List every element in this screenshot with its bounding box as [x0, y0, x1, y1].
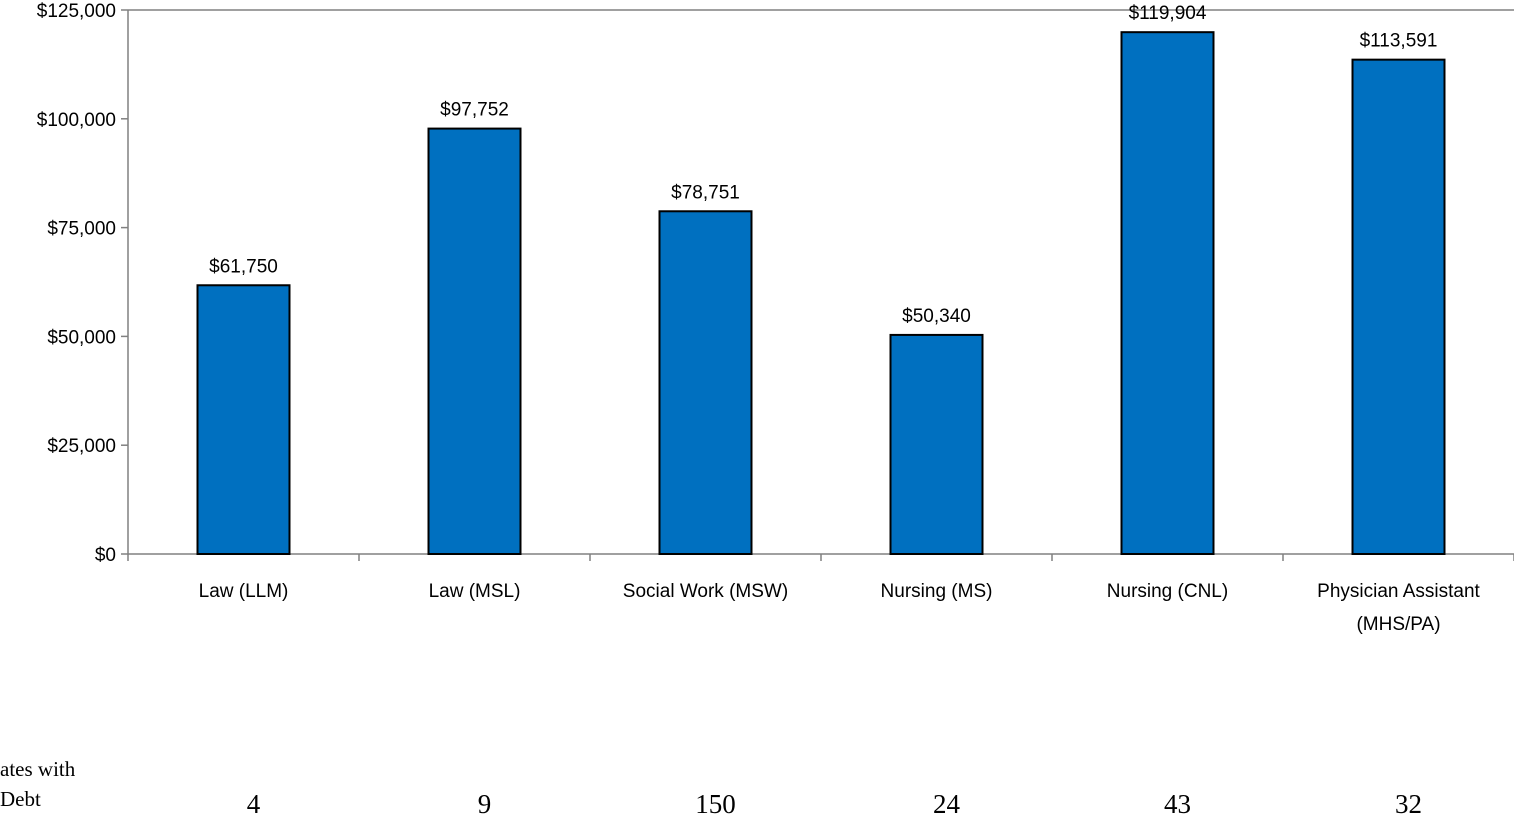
x-category-label: Physician Assistant	[1317, 581, 1480, 602]
count-value: 150	[695, 789, 736, 819]
chart-axes: $0 $25,000 $50,000 $75,000 $100,000 $125,000	[37, 1, 1514, 566]
x-category-label: Law (LLM)	[199, 581, 289, 602]
x-category-label: Nursing (CNL)	[1107, 581, 1228, 602]
chart-labels: $61,750 Law (LLM) $97,752 Law (MSL) $78,751 S…	[199, 3, 1481, 635]
data-label: $50,340	[902, 306, 971, 327]
counts-row: ates with Debt 4 9 150 24 43 32	[0, 757, 1422, 819]
bar-0	[196, 284, 291, 555]
counts-row-label: ates with	[0, 757, 76, 781]
bar-3	[889, 333, 984, 555]
data-label: $61,750	[209, 256, 278, 277]
bar-2	[658, 210, 753, 556]
count-value: 4	[247, 789, 261, 819]
y-tick-label: $75,000	[47, 219, 116, 240]
count-value: 24	[933, 789, 961, 819]
x-category-label: Nursing (MS)	[881, 581, 993, 602]
y-tick-label: $25,000	[47, 436, 116, 457]
bar-4	[1120, 31, 1215, 555]
bar-5	[1351, 58, 1446, 555]
data-label: $78,751	[671, 182, 740, 203]
x-category-label: Social Work (MSW)	[623, 581, 788, 602]
data-label: $119,904	[1129, 3, 1207, 24]
count-value: 43	[1164, 789, 1191, 819]
y-tick-label: $50,000	[47, 327, 116, 348]
y-tick-label: $100,000	[37, 110, 116, 131]
bar-1	[427, 127, 522, 556]
x-category-label: Law (MSL)	[429, 581, 521, 602]
count-value: 32	[1395, 789, 1422, 819]
counts-row-label: Debt	[0, 787, 41, 811]
count-value: 9	[478, 789, 492, 819]
x-category-label: (MHS/PA)	[1356, 614, 1440, 635]
chart-bars	[196, 31, 1446, 556]
y-tick-label: $125,000	[37, 1, 116, 22]
y-tick-label: $0	[95, 545, 116, 566]
data-label: $113,591	[1360, 31, 1438, 52]
data-label: $97,752	[440, 100, 509, 121]
